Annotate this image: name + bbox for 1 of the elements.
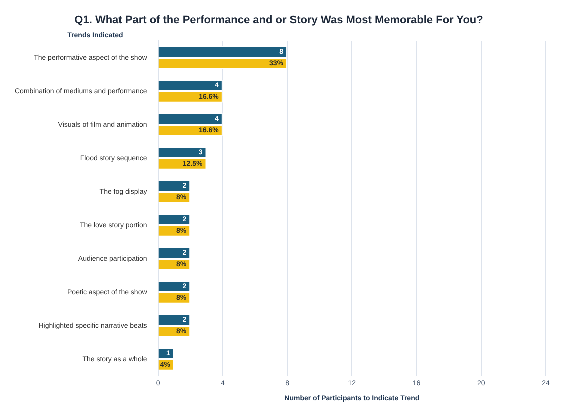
chart-title: Q1. What Part of the Performance and or Story Was Most Memorable For You?	[74, 14, 484, 27]
